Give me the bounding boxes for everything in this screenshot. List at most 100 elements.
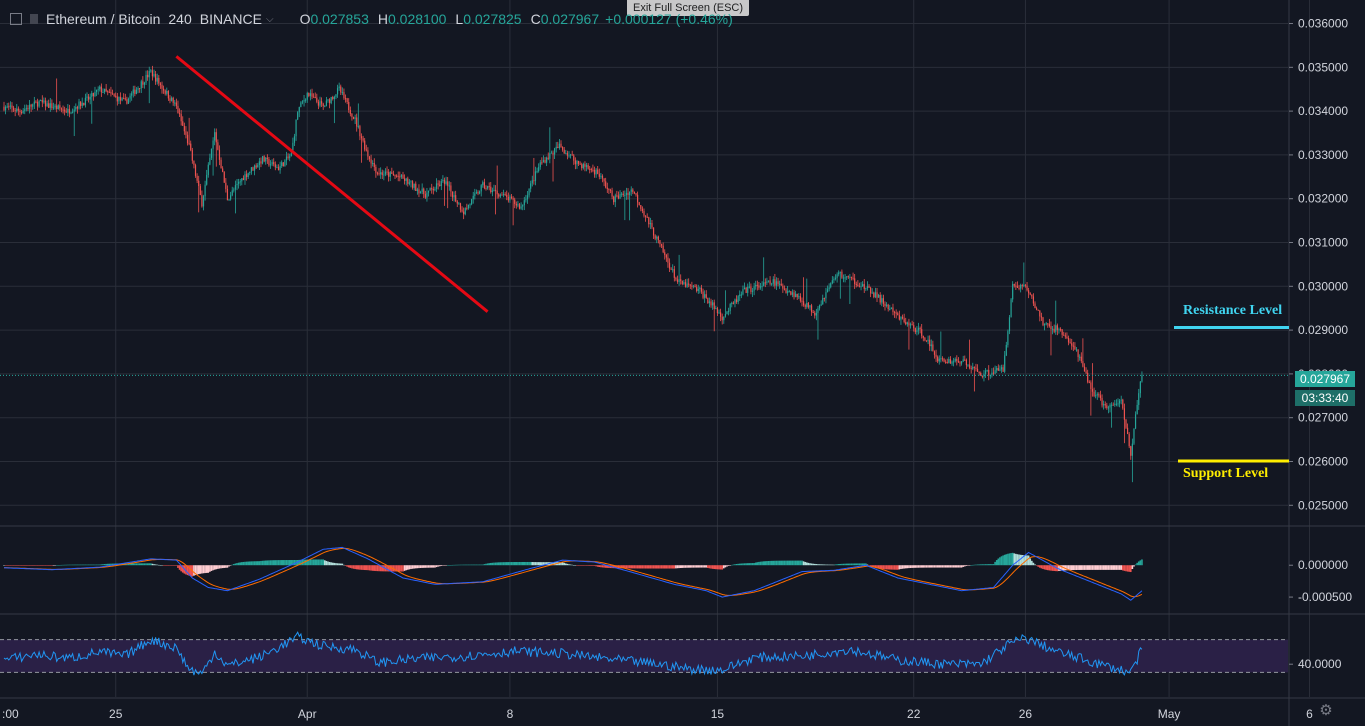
candle-body — [812, 312, 814, 314]
candle-body — [632, 189, 634, 192]
macd-histogram-bar — [558, 562, 561, 566]
candle-body — [1088, 381, 1090, 383]
macd-histogram-bar — [325, 560, 328, 566]
symbol-name[interactable]: Ethereum / Bitcoin — [46, 11, 161, 27]
macd-histogram-bar — [489, 562, 492, 566]
candle-body — [225, 182, 227, 189]
macd-histogram-bar — [167, 565, 170, 566]
macd-histogram-bar — [587, 565, 589, 566]
candle-body — [855, 284, 857, 286]
candle-body — [981, 375, 983, 377]
exchange[interactable]: BINANCE — [199, 11, 262, 27]
candle-body — [697, 288, 699, 291]
macd-histogram-bar — [1042, 565, 1044, 569]
macd-histogram-bar — [850, 563, 853, 566]
macd-histogram-bar — [545, 562, 548, 566]
macd-histogram-bar — [703, 565, 706, 568]
interval[interactable]: 240 — [168, 11, 192, 27]
candle-body — [316, 97, 318, 102]
candle-body — [91, 93, 93, 97]
candle-body — [153, 74, 155, 77]
candle-body — [372, 163, 374, 165]
macd-histogram-bar — [306, 559, 309, 566]
macd-histogram-bar — [248, 561, 251, 566]
macd-histogram-bar — [828, 564, 830, 566]
macd-histogram-bar — [841, 563, 843, 566]
exit-fullscreen-hint[interactable]: Exit Full Screen (ESC) — [627, 0, 749, 16]
macd-histogram-bar — [777, 560, 779, 566]
candle-body — [756, 284, 758, 286]
candle-body — [823, 298, 825, 300]
candle-body — [383, 174, 385, 176]
macd-histogram-bar — [855, 563, 858, 566]
macd-histogram-bar — [820, 564, 822, 566]
macd-histogram-bar — [263, 560, 265, 566]
candle-body — [777, 281, 779, 285]
candle-body — [182, 121, 184, 126]
macd-histogram-bar — [729, 565, 731, 566]
candle-body — [99, 86, 101, 90]
price-tick-label: 0.034000 — [1298, 104, 1348, 118]
gear-icon[interactable]: ⚙ — [1319, 702, 1333, 719]
candle-body — [253, 165, 256, 171]
candle-body — [737, 296, 739, 303]
macd-histogram-bar — [19, 565, 21, 566]
macd-histogram-bar — [654, 565, 656, 569]
candle-body — [763, 282, 765, 286]
candle-body — [239, 181, 241, 183]
macd-histogram-bar — [689, 565, 692, 568]
macd-histogram-bar — [970, 565, 972, 566]
candle-body — [1023, 284, 1025, 287]
macd-histogram-bar — [1109, 565, 1111, 570]
macd-histogram-bar — [30, 565, 32, 566]
candle-body — [386, 171, 388, 173]
candle-body — [796, 293, 798, 298]
macd-histogram-bar — [671, 565, 674, 569]
candle-body — [504, 193, 506, 195]
candle-body — [68, 108, 71, 114]
candle-body — [352, 116, 355, 119]
candle-body — [881, 298, 883, 303]
macd-histogram-bar — [52, 565, 55, 566]
macd-histogram-bar — [143, 563, 146, 566]
candle-body — [790, 291, 792, 295]
candle-body — [180, 114, 182, 122]
macd-histogram-bar — [1114, 565, 1116, 570]
macd-histogram-bar — [552, 562, 554, 566]
macd-histogram-bar — [1090, 565, 1092, 570]
rsi-band — [0, 639, 1288, 673]
macd-histogram-bar — [475, 564, 478, 566]
macd-histogram-bar — [1000, 556, 1003, 566]
macd-histogram-bar — [713, 565, 716, 570]
candle-body — [753, 286, 755, 291]
macd-histogram-bar — [1080, 565, 1083, 570]
candle-body — [587, 165, 589, 169]
candle-body — [542, 159, 545, 163]
macd-histogram-bar — [699, 565, 701, 568]
candle-body — [24, 109, 26, 111]
collapse-icon[interactable] — [10, 13, 22, 25]
candle-body — [413, 183, 415, 188]
macd-histogram-bar — [952, 565, 955, 568]
macd-histogram-bar — [59, 565, 61, 566]
candle-body — [802, 301, 805, 306]
macd-histogram-bar — [111, 563, 114, 566]
candle-body — [309, 93, 312, 96]
macd-histogram-bar — [274, 560, 277, 566]
macd-histogram-bar — [397, 565, 400, 572]
macd-histogram-bar — [785, 560, 787, 566]
macd-histogram-bar — [983, 564, 985, 566]
candle-body — [1029, 293, 1031, 295]
price-tick-label: 0.031000 — [1298, 236, 1348, 250]
macd-histogram-bar — [769, 560, 771, 566]
macd-histogram-bar — [986, 564, 988, 566]
candle-body — [419, 191, 422, 194]
macd-histogram-bar — [256, 561, 259, 566]
macd-histogram-bar — [525, 561, 527, 566]
chevron-down-icon[interactable]: ⌵ — [265, 13, 274, 25]
candle-body — [1051, 328, 1054, 330]
candle-body — [346, 98, 348, 102]
macd-histogram-bar — [298, 559, 301, 566]
macd-histogram-bar — [625, 565, 628, 569]
